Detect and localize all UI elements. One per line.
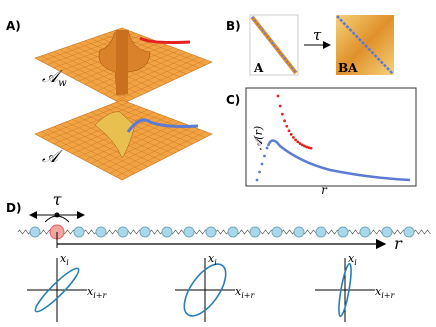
chain [17,224,431,240]
bead [29,226,41,238]
subscript: i [354,258,357,267]
dot [296,140,300,144]
surface-curve [139,36,191,44]
bead [249,226,261,238]
axis-label: xi [60,252,69,267]
surface-label: 𝒜 [42,147,63,167]
dot [305,145,308,149]
y-axis-label: 𝒜(r) [252,126,265,150]
subscript: i+r [381,291,395,300]
dot [281,112,284,116]
dot [307,146,311,150]
dot [258,170,261,174]
bead [359,226,371,238]
symbol: x [87,285,94,298]
dot [283,119,286,123]
bead [403,226,415,238]
dot [278,104,282,108]
axis-label: xi+r [87,285,107,300]
symbol: x [235,285,242,298]
axis-label: xi [348,252,357,267]
grid-line [97,52,187,92]
x-axis-label: r [321,183,328,197]
grid-line [115,59,206,101]
matrix-diagonal [250,15,298,75]
subscript: i [66,258,69,267]
bead [73,226,85,238]
panel-label: B) [226,19,241,33]
dot [287,129,291,133]
dot [255,178,259,182]
symbol: x [348,252,355,265]
dot [54,212,60,218]
surface-label: 𝒜w [42,67,67,89]
symbol: x [60,252,67,265]
bead [161,226,173,238]
axis-label: xi+r [235,285,255,300]
curve [266,139,411,182]
surface-spike [116,30,128,94]
bead [205,226,217,238]
dot [285,124,289,128]
bead [381,226,393,238]
dot [303,144,306,148]
trajectory [34,267,80,313]
grid-line [103,126,193,171]
bead [227,226,239,238]
trajectory [338,262,352,318]
grid-line [109,128,200,174]
grid-line [115,29,206,66]
dot [294,138,297,142]
surface-curve [126,118,199,133]
bead [315,226,327,238]
dot [298,142,302,145]
panel-label: A) [6,19,21,33]
bead [271,226,283,238]
bead [183,226,195,238]
distance-label: r [394,234,403,253]
subscript: i [214,258,217,267]
grid-line [115,131,206,177]
subscript: i+r [241,291,255,300]
grid-line [90,121,180,164]
panel-label: D) [6,201,21,215]
dot [289,133,293,136]
dot [300,143,304,147]
matrix-label: BA [338,61,358,75]
arc [44,215,70,223]
arrow-label: τ [313,26,322,44]
dot [309,146,313,150]
bead [337,226,349,238]
symbol: x [208,252,215,265]
subscript: i+r [93,291,107,300]
axis-label: xi+r [375,285,395,300]
symbol: x [375,285,382,298]
matrix-label: A [253,61,264,75]
dot [265,146,269,150]
dot [260,162,264,166]
grid-line [115,102,206,138]
bead [139,226,151,238]
bead [293,226,305,238]
shift-label: τ [53,190,63,209]
grid-line [97,124,187,168]
axis-label: xi [208,252,217,267]
dots [255,94,313,182]
dot [276,94,280,98]
dot [263,154,266,158]
bead [95,226,107,238]
panel-label: C) [226,93,240,107]
dot [292,136,295,139]
trajectory [183,263,227,317]
bead [117,226,129,238]
